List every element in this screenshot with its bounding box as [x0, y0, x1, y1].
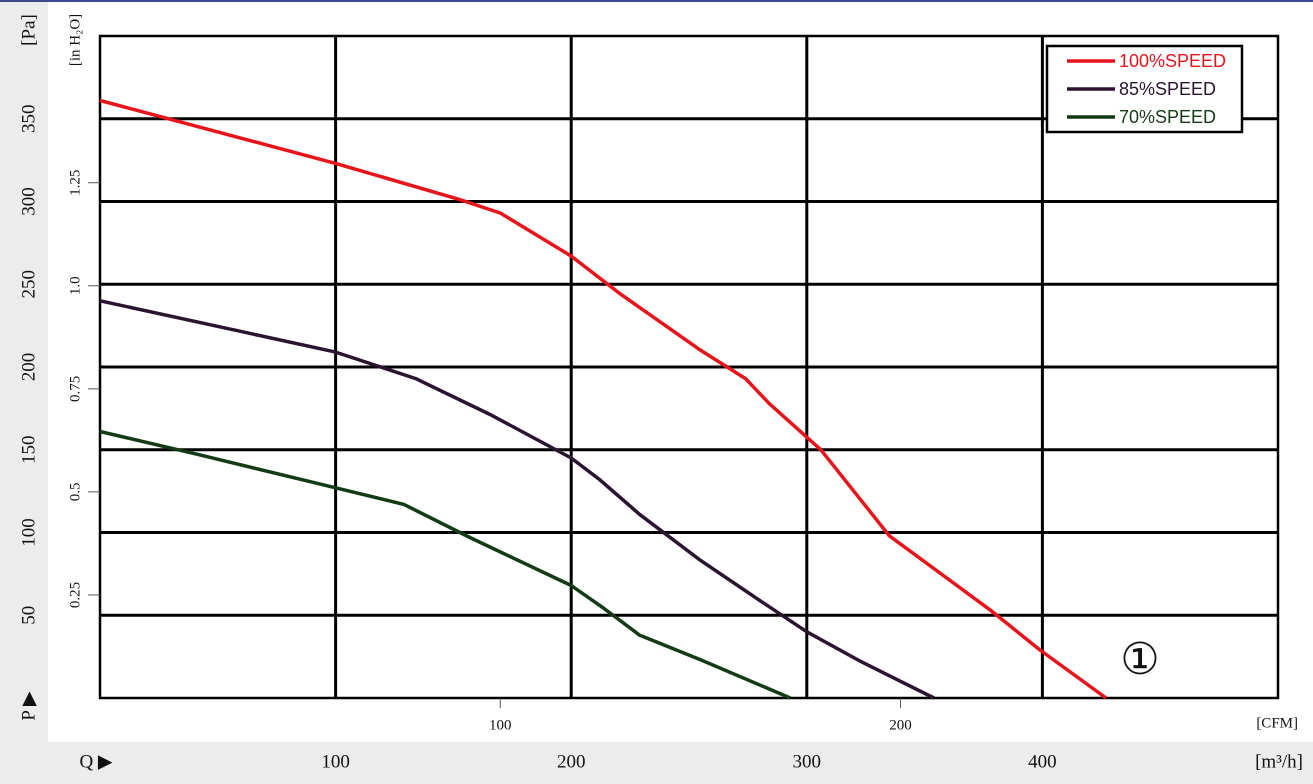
legend-label: 100%SPEED: [1119, 51, 1226, 71]
x2-axis-label: [CFM]: [1256, 715, 1298, 731]
y-tick-label: 50: [18, 606, 39, 625]
annotation: ①: [1120, 635, 1159, 684]
left-band: [0, 0, 48, 784]
y-symbol: P ▶: [18, 691, 39, 721]
x2-tick-label: 100: [489, 717, 512, 733]
y-tick-label: 350: [18, 105, 39, 134]
x-tick-label: 400: [1028, 751, 1057, 772]
y-tick-label: 250: [18, 270, 39, 299]
y2-tick-label: 0.75: [67, 376, 83, 402]
legend-label: 70%SPEED: [1119, 107, 1216, 127]
x-symbol: Q ▶: [79, 751, 112, 772]
y2-tick-label: 1.25: [67, 170, 83, 196]
y2-tick-label: 0.5: [67, 483, 83, 502]
series-line: [99, 299, 935, 700]
y-tick-label: 100: [18, 518, 39, 547]
legend-label: 85%SPEED: [1119, 79, 1216, 99]
x-tick-label: 200: [557, 751, 586, 772]
y-tick-label: 200: [18, 353, 39, 382]
x-axis-label: [m³/h]: [1255, 751, 1303, 772]
y-tick-label: 300: [18, 187, 39, 216]
series-line: [99, 98, 1108, 700]
y2-tick-label: 1.0: [67, 276, 83, 295]
series-line: [99, 429, 791, 700]
x-tick-label: 300: [793, 751, 822, 772]
bottom-band: [0, 742, 1313, 784]
y-axis-label: [Pa]: [18, 14, 39, 46]
x2-tick-label: 200: [889, 717, 912, 733]
y-tick-label: 150: [18, 436, 39, 465]
y2-tick-label: 0.25: [67, 582, 83, 608]
y2-axis-label: [in H₂O]: [67, 14, 83, 66]
x-tick-label: 100: [321, 751, 350, 772]
